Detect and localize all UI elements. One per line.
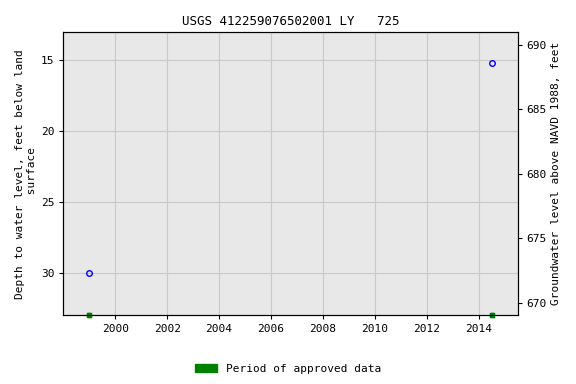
Y-axis label: Groundwater level above NAVD 1988, feet: Groundwater level above NAVD 1988, feet <box>551 42 561 305</box>
Title: USGS 412259076502001 LY   725: USGS 412259076502001 LY 725 <box>181 15 399 28</box>
Y-axis label: Depth to water level, feet below land
 surface: Depth to water level, feet below land su… <box>15 49 37 298</box>
Legend: Period of approved data: Period of approved data <box>191 359 385 379</box>
